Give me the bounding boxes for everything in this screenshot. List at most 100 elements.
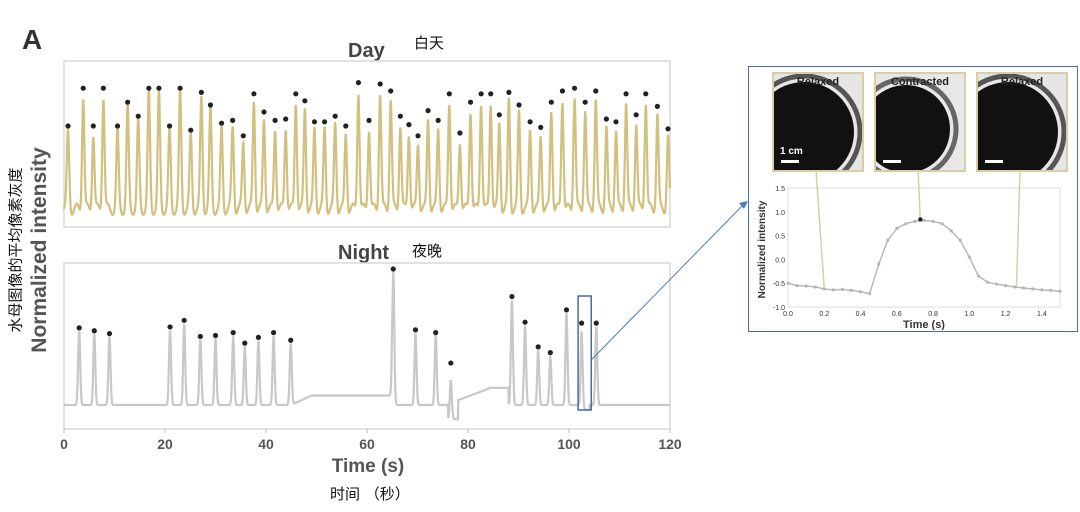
night-peak-marker <box>390 266 396 272</box>
day-peak-marker <box>321 119 328 125</box>
x-tick-label: 40 <box>258 436 274 452</box>
day-peak-marker <box>366 117 372 123</box>
inset-x-tick-label: 1.2 <box>1001 311 1011 318</box>
night-peak-marker <box>212 332 219 339</box>
night-peak-marker <box>288 337 294 343</box>
night-peak-marker <box>522 319 528 325</box>
day-peak-marker <box>311 119 318 125</box>
night-title: Night <box>338 242 390 264</box>
inset-data-point <box>994 282 999 286</box>
inset-data-point <box>1049 288 1053 292</box>
day-peak-marker <box>446 91 452 97</box>
inset-x-tick-label: 0.4 <box>856 311 866 318</box>
day-peak-marker <box>283 116 289 122</box>
inset-trace-line <box>787 219 1061 295</box>
photo-contracted: Contracted <box>874 72 966 172</box>
day-peak-marker <box>240 133 246 139</box>
inset-data-point <box>1058 289 1062 293</box>
inset-data-point <box>1031 287 1035 291</box>
inset-chart: 1.51.00.50.0-0.5-1.00.0 0.2 0.4 0.6 0.8 1.0 1.… <box>757 170 1062 330</box>
day-peak-marker <box>302 98 308 104</box>
inset-data-point <box>931 219 935 223</box>
night-peak-marker <box>509 293 515 300</box>
day-peak-marker <box>198 89 204 95</box>
x-tick-label: 120 <box>658 436 682 452</box>
scale-bar <box>985 160 1003 163</box>
inset-data-point <box>895 226 899 231</box>
day-peak-marker <box>114 123 121 129</box>
x-tick-label: 100 <box>557 436 581 452</box>
day-peak-marker <box>272 117 278 123</box>
day-peak-marker <box>613 119 619 125</box>
night-peak-marker <box>547 350 553 356</box>
scale-bar <box>781 160 799 163</box>
day-peak-marker <box>166 123 173 129</box>
day-peak-marker <box>559 88 566 94</box>
connector-line <box>590 203 745 361</box>
day-trace-line <box>62 87 672 217</box>
inset-data-point <box>922 218 926 222</box>
inset-data-point <box>804 284 808 288</box>
day-peak-marker <box>230 117 236 123</box>
inset-x-tick-label: 0.8 <box>928 311 938 318</box>
day-peak-marker <box>488 91 494 97</box>
day-peak-marker <box>654 103 660 109</box>
inset-data-point <box>976 274 980 278</box>
night-peak-marker <box>535 344 541 350</box>
day-peak-marker <box>582 99 588 105</box>
day-peak-marker <box>506 89 512 95</box>
inset-data-point <box>940 222 944 226</box>
photo-relaxed-2: Relaxed <box>976 72 1068 172</box>
day-peak-marker <box>90 123 96 129</box>
scale-bar <box>883 160 901 163</box>
x-axis-label: Time (s) <box>331 456 405 477</box>
inset-y-tick-label: -0.5 <box>773 281 785 288</box>
inset-data-point <box>840 287 844 291</box>
inset-x-tick-label: 0.2 <box>819 311 829 318</box>
night-peak-marker <box>593 320 599 326</box>
x-tick-label: 0 <box>60 436 68 452</box>
inset-data-point <box>1013 285 1017 289</box>
photo-connector-line <box>917 170 922 221</box>
day-peak-marker <box>516 102 522 108</box>
scale-label: 1 cm <box>780 146 803 157</box>
night-peak-marker <box>579 320 585 326</box>
inset-x-axis-label: Time (s) <box>903 319 945 330</box>
day-peak-marker <box>643 91 649 97</box>
photo-relaxed-1: Relaxed 1 cm <box>772 72 864 172</box>
inset-data-point <box>886 238 890 242</box>
night-peak-marker <box>197 333 203 340</box>
inset-y-axis-label: Normalized intensity <box>757 200 768 298</box>
photo-connector-line <box>1015 170 1021 288</box>
day-peak-marker <box>571 85 578 91</box>
inset-x-tick-label: 0.6 <box>892 311 902 318</box>
day-peak-marker <box>80 85 86 91</box>
day-peak-marker <box>425 108 431 114</box>
inset-data-point <box>868 292 872 296</box>
inset-y-tick-label: 0.5 <box>775 234 785 241</box>
highlight-box <box>577 295 592 411</box>
x-tick-label: 20 <box>157 436 173 452</box>
inset-data-point <box>877 262 881 266</box>
day-peak-marker <box>125 99 131 105</box>
day-peak-marker <box>593 88 599 94</box>
inset-y-tick-label: 1.0 <box>775 210 785 217</box>
inset-data-point <box>831 288 835 292</box>
day-peak-marker <box>293 91 299 97</box>
x-axis-label-cn: 时间 （秒） <box>330 485 410 503</box>
day-peak-marker <box>177 85 183 91</box>
photo-label: Contracted <box>890 76 950 88</box>
day-peak-marker <box>355 80 362 86</box>
day-peak-marker <box>332 113 338 119</box>
day-peak-marker <box>377 81 383 87</box>
night-peak-marker <box>448 360 454 366</box>
day-peak-marker <box>135 113 141 119</box>
photo-label: Relaxed <box>1000 76 1044 88</box>
night-peak-marker <box>230 330 236 336</box>
inset-plot-frame <box>787 187 1061 308</box>
inset-y-tick-label: 1.5 <box>775 186 785 193</box>
day-title-cn: 白天 <box>414 34 445 52</box>
day-peak-marker <box>603 116 609 122</box>
night-peak-marker <box>167 324 173 330</box>
